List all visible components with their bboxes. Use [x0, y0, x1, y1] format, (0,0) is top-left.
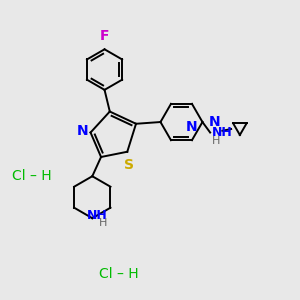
Text: N: N [186, 120, 198, 134]
Text: H: H [212, 136, 220, 146]
Text: Cl – H: Cl – H [99, 267, 139, 281]
Text: N: N [209, 115, 220, 129]
Text: F: F [100, 29, 109, 43]
Text: Cl – H: Cl – H [12, 169, 52, 183]
Text: N: N [77, 124, 89, 138]
Text: S: S [124, 158, 134, 172]
Text: H: H [99, 218, 108, 228]
Text: NH: NH [212, 126, 232, 139]
Text: NH: NH [87, 209, 108, 222]
